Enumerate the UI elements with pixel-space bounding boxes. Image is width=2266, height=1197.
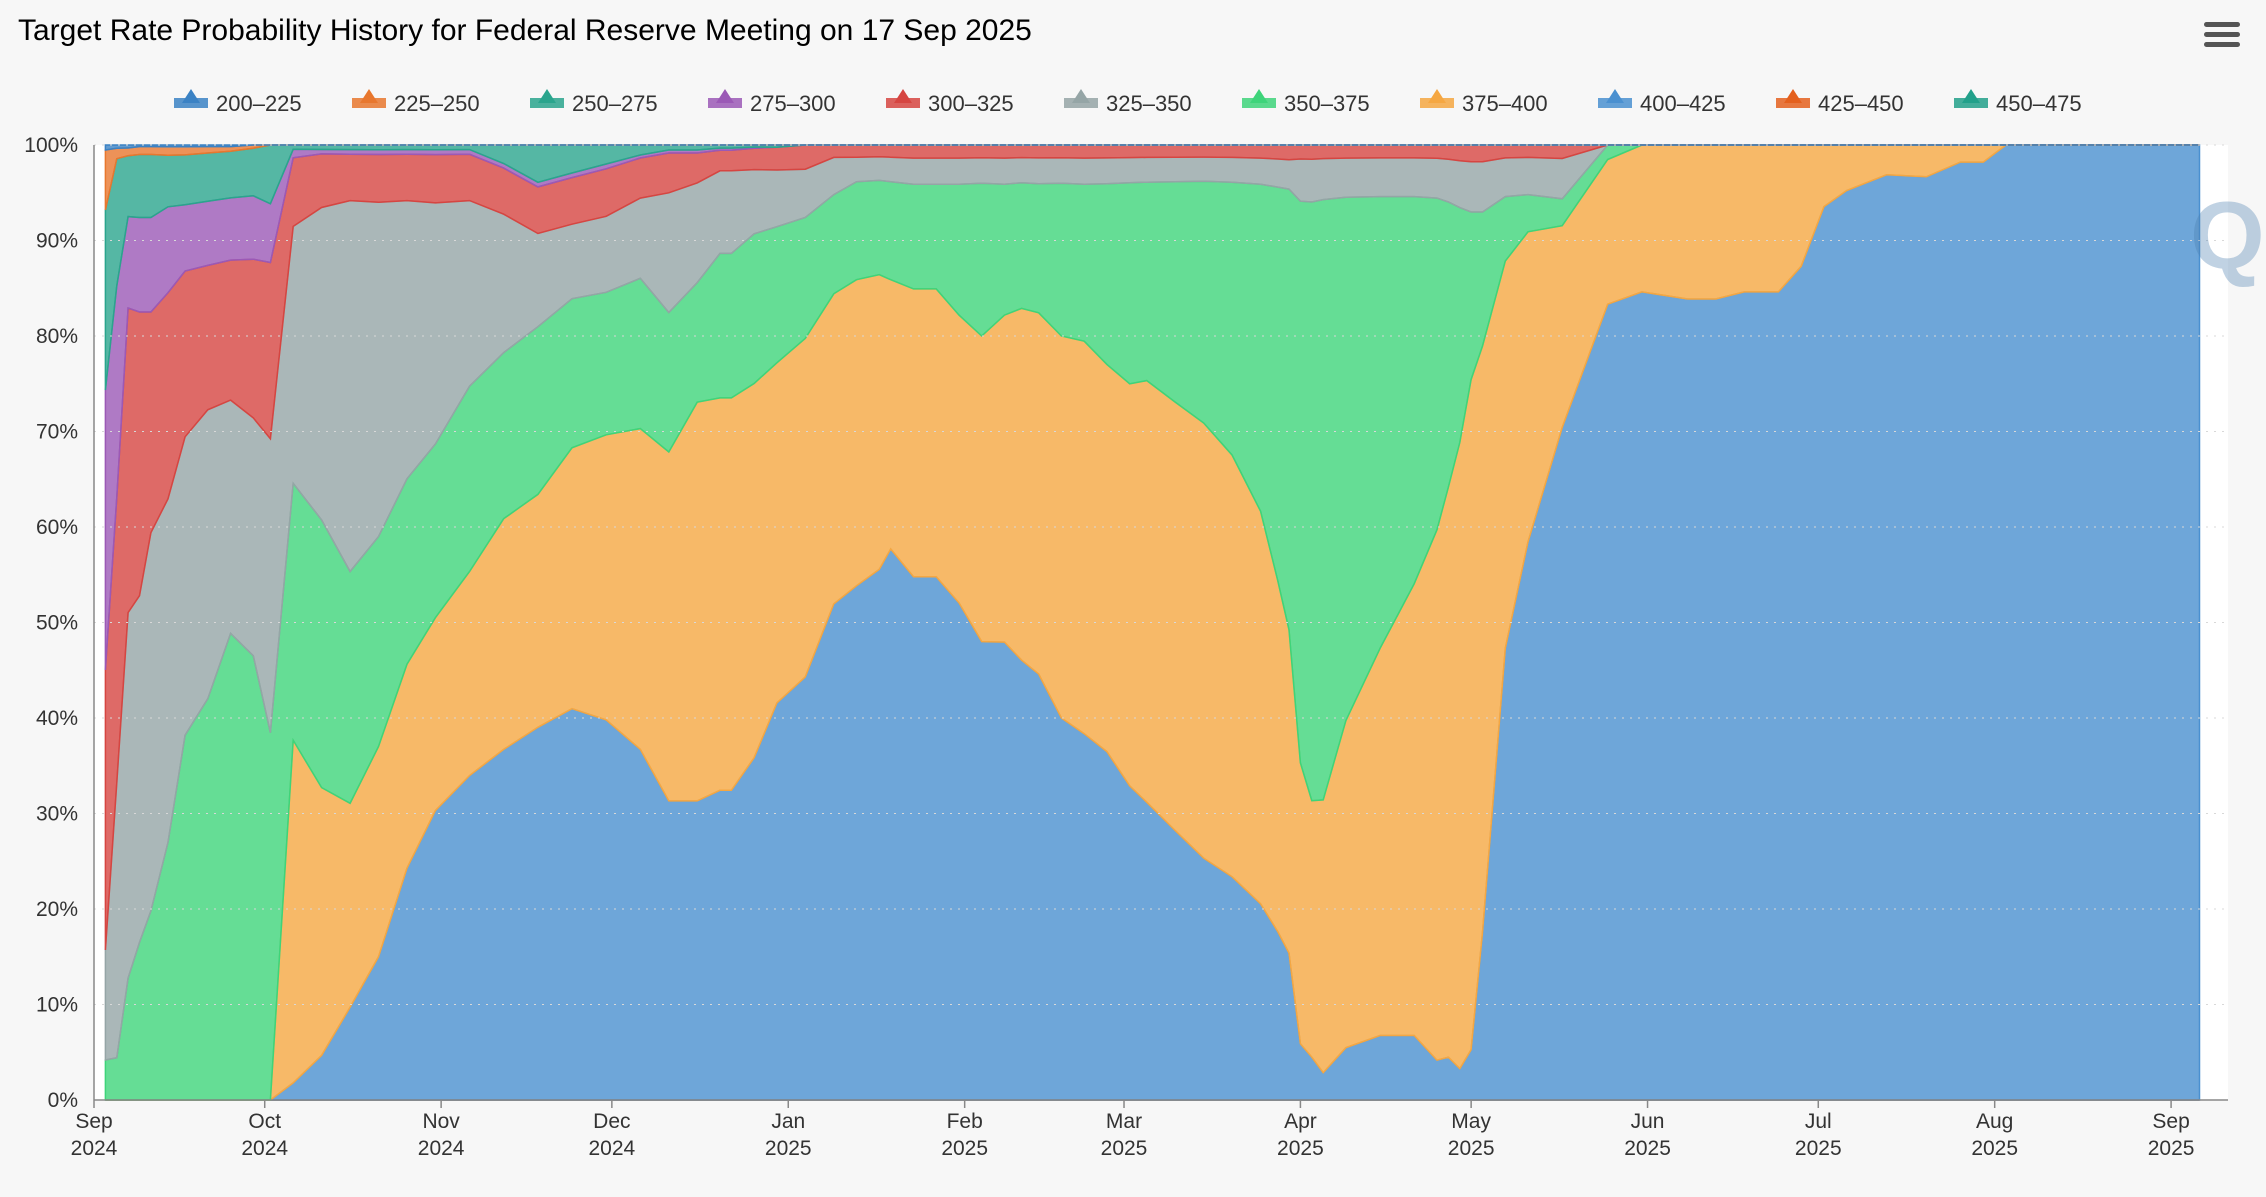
legend-item-325–350[interactable]: 325–350 (1064, 89, 1192, 116)
legend-marker-icon (1962, 89, 1980, 103)
x-tick-label-year: 2024 (588, 1137, 635, 1160)
chart-legend: 200–225 225–250 250–275 275–300 300–325 325–3… (174, 89, 2082, 116)
hamburger-menu-icon-line (2204, 32, 2240, 37)
legend-marker-icon (182, 89, 200, 103)
hamburger-menu-icon-line (2204, 42, 2240, 47)
legend-marker-icon (538, 89, 556, 103)
x-tick-label-month: Oct (248, 1110, 281, 1133)
legend-label: 375–400 (1462, 91, 1548, 116)
legend-marker-icon (1072, 89, 1090, 103)
x-tick-label-month: Feb (947, 1110, 983, 1133)
legend-label: 300–325 (928, 91, 1014, 116)
y-tick-label: 20% (36, 898, 78, 921)
x-tick-label-month: Nov (422, 1110, 460, 1133)
x-tick-label-year: 2024 (418, 1137, 465, 1160)
legend-item-425–450[interactable]: 425–450 (1776, 89, 1904, 116)
axes: 0% 10% 20% 30% 40% 50% 60% 70% 80% 90% 100% Sep 2024… (24, 134, 2228, 1160)
y-tick-label: 30% (36, 803, 78, 826)
x-tick-label-year: 2025 (1624, 1137, 1671, 1160)
x-tick-label-year: 2025 (1448, 1137, 1495, 1160)
y-tick-label: 50% (36, 612, 78, 635)
legend-marker-icon (1428, 89, 1446, 103)
legend-label: 250–275 (572, 91, 658, 116)
x-tick-label-month: Jul (1805, 1110, 1832, 1133)
x-tick-label-month: Jun (1631, 1110, 1665, 1133)
legend-label: 275–300 (750, 91, 836, 116)
legend-item-200–225[interactable]: 200–225 (174, 89, 302, 116)
legend-item-225–250[interactable]: 225–250 (352, 89, 480, 116)
chart-menu-button[interactable] (2204, 22, 2240, 52)
legend-marker-icon (1784, 89, 1802, 103)
legend-marker-icon (1250, 89, 1268, 103)
x-tick-label-year: 2024 (71, 1137, 118, 1160)
x-tick-label-year: 2025 (2148, 1137, 2195, 1160)
legend-marker-icon (716, 89, 734, 103)
x-tick-label-year: 2024 (241, 1137, 288, 1160)
legend-label: 450–475 (1996, 91, 2082, 116)
x-tick-label-month: Sep (75, 1110, 112, 1133)
legend-marker-icon (894, 89, 912, 103)
x-tick-label-month: Aug (1976, 1110, 2013, 1133)
y-tick-label: 0% (48, 1089, 78, 1112)
x-tick-label-year: 2025 (1795, 1137, 1842, 1160)
x-tick-label-year: 2025 (1277, 1137, 1324, 1160)
hamburger-menu-icon (2204, 22, 2240, 27)
y-tick-label: 100% (24, 134, 78, 157)
legend-label: 200–225 (216, 91, 302, 116)
legend-marker-icon (1606, 89, 1624, 103)
y-tick-label: 90% (36, 230, 78, 253)
x-tick-label-month: Mar (1106, 1110, 1142, 1133)
y-tick-label: 40% (36, 707, 78, 730)
x-tick-label-year: 2025 (941, 1137, 988, 1160)
x-tick-label-month: Jan (771, 1110, 805, 1133)
x-tick-label-year: 2025 (765, 1137, 812, 1160)
x-tick-label-year: 2025 (1101, 1137, 1148, 1160)
legend-item-350–375[interactable]: 350–375 (1242, 89, 1370, 116)
x-tick-label-month: Dec (593, 1110, 630, 1133)
legend-marker-icon (360, 89, 378, 103)
y-tick-label: 80% (36, 325, 78, 348)
legend-item-450–475[interactable]: 450–475 (1954, 89, 2082, 116)
x-tick-label-year: 2025 (1971, 1137, 2018, 1160)
y-tick-label: 60% (36, 516, 78, 539)
legend-label: 350–375 (1284, 91, 1370, 116)
watermark-logo: Q (2190, 182, 2265, 289)
plot-area (94, 144, 2228, 1101)
legend-item-400–425[interactable]: 400–425 (1598, 89, 1726, 116)
legend-item-250–275[interactable]: 250–275 (530, 89, 658, 116)
legend-item-375–400[interactable]: 375–400 (1420, 89, 1548, 116)
legend-item-275–300[interactable]: 275–300 (708, 89, 836, 116)
y-tick-label: 70% (36, 421, 78, 444)
x-tick-label-month: Apr (1284, 1110, 1317, 1133)
legend-label: 325–350 (1106, 91, 1192, 116)
chart-title: Target Rate Probability History for Fede… (18, 14, 1032, 47)
legend-item-300–325[interactable]: 300–325 (886, 89, 1014, 116)
x-tick-label-month: Sep (2152, 1110, 2189, 1133)
legend-label: 425–450 (1818, 91, 1904, 116)
y-tick-label: 10% (36, 994, 78, 1017)
legend-label: 400–425 (1640, 91, 1726, 116)
legend-label: 225–250 (394, 91, 480, 116)
x-tick-label-month: May (1451, 1110, 1491, 1133)
